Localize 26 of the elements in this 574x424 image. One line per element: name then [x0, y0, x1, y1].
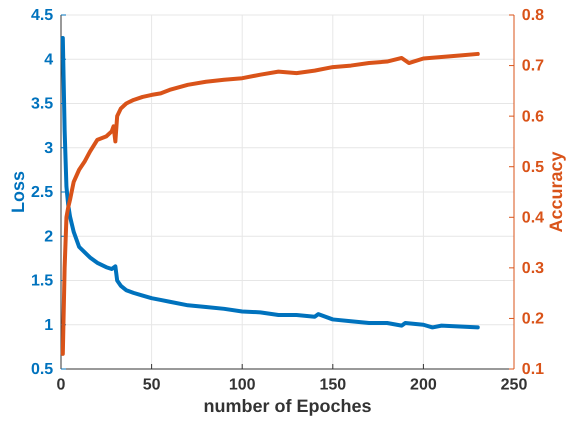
x-tick-label: 200 [410, 376, 437, 394]
y2-tick-label: 0.7 [522, 58, 544, 75]
y-tick-label: 3 [44, 140, 54, 157]
y-axis-title: Loss [8, 170, 28, 214]
y-tick-label: 1 [44, 316, 54, 334]
y-tick-label: 1.5 [30, 272, 54, 290]
y2-tick-label: 0.1 [522, 361, 544, 378]
y2-tick-label: 0.3 [522, 260, 544, 277]
y2-tick-label: 0.5 [522, 158, 544, 176]
y2-tick-label: 0.8 [522, 7, 544, 24]
y2-tick-label: 0.6 [522, 108, 544, 126]
y-tick-label: 4.5 [30, 7, 54, 24]
y2-tick-label: 0.4 [522, 209, 544, 226]
x-tick-label: 100 [228, 376, 256, 394]
y2-tick-label: 0.2 [522, 310, 544, 328]
x-tick-label: 50 [142, 376, 161, 394]
x-tick-label: 250 [500, 376, 528, 394]
y-tick-label: 2 [44, 228, 54, 246]
x-tick-label: 0 [56, 376, 66, 394]
y-tick-label: 2.5 [30, 184, 54, 202]
y-tick-label: 0.5 [30, 361, 54, 378]
y2-axis-title: Accuracy [546, 151, 566, 233]
x-axis-title: number of Epoches [203, 396, 372, 416]
y-tick-label: 4 [44, 51, 54, 68]
y-tick-label: 3.5 [30, 96, 54, 113]
x-tick-label: 150 [319, 376, 346, 394]
